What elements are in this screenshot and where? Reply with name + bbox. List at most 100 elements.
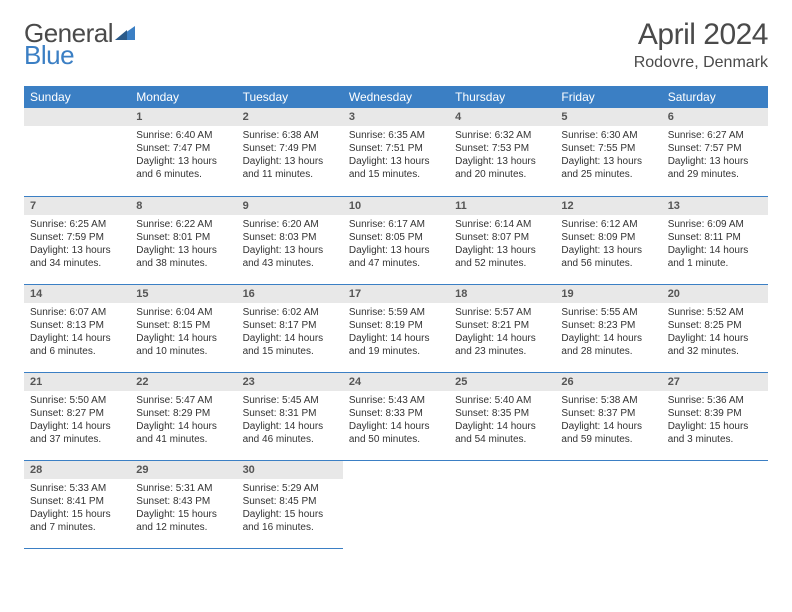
daylight-text-2: and 6 minutes. [30, 345, 124, 358]
calendar-cell [449, 460, 555, 548]
day-number: 14 [24, 285, 130, 303]
day-details: Sunrise: 6:25 AMSunset: 7:59 PMDaylight:… [24, 215, 130, 274]
day-number: 21 [24, 373, 130, 391]
daylight-text-1: Daylight: 14 hours [30, 420, 124, 433]
sunrise-text: Sunrise: 6:40 AM [136, 129, 230, 142]
daylight-text-2: and 38 minutes. [136, 257, 230, 270]
daylight-text-2: and 20 minutes. [455, 168, 549, 181]
day-number: 19 [555, 285, 661, 303]
calendar-cell: 18Sunrise: 5:57 AMSunset: 8:21 PMDayligh… [449, 284, 555, 372]
day-details: Sunrise: 5:43 AMSunset: 8:33 PMDaylight:… [343, 391, 449, 450]
sunrise-text: Sunrise: 6:09 AM [668, 218, 762, 231]
calendar-cell: 19Sunrise: 5:55 AMSunset: 8:23 PMDayligh… [555, 284, 661, 372]
day-number: 20 [662, 285, 768, 303]
calendar-cell [343, 460, 449, 548]
calendar-row: 7Sunrise: 6:25 AMSunset: 7:59 PMDaylight… [24, 196, 768, 284]
daylight-text-1: Daylight: 14 hours [136, 332, 230, 345]
weekday-header: Saturday [662, 86, 768, 108]
calendar-cell: 26 Sunrise: 5:38 AMSunset: 8:37 PMDayligh… [555, 372, 661, 460]
day-number: 24 [343, 373, 449, 391]
day-details: Sunrise: 6:22 AMSunset: 8:01 PMDaylight:… [130, 215, 236, 274]
day-number: 23 [237, 373, 343, 391]
daylight-text-1: Daylight: 13 hours [349, 155, 443, 168]
calendar-row: 28 Sunrise: 5:33 AMSunset: 8:41 PM Dayligh… [24, 460, 768, 548]
day-details: Sunrise: 5:36 AMSunset: 8:39 PMDaylight:… [662, 391, 768, 450]
sunrise-text: Sunrise: 5:43 AM [349, 394, 443, 407]
sunset-text: Sunset: 8:37 PM [561, 407, 655, 420]
daylight-text-2: and 28 minutes. [561, 345, 655, 358]
day-details: Sunrise: 6:32 AMSunset: 7:53 PMDaylight:… [449, 126, 555, 185]
daylight-text-2: and 3 minutes. [668, 433, 762, 446]
sunrise-text: Sunrise: 5:38 AM [561, 394, 655, 407]
calendar-cell: 9Sunrise: 6:20 AMSunset: 8:03 PMDaylight… [237, 196, 343, 284]
daylight-text-1: Daylight: 14 hours [668, 332, 762, 345]
daylight-text-1: Daylight: 13 hours [668, 155, 762, 168]
sunset-text: Sunset: 7:53 PM [455, 142, 549, 155]
day-details: Sunrise: 6:09 AMSunset: 8:11 PMDaylight:… [662, 215, 768, 274]
logo: GeneralBlue [24, 18, 135, 68]
sunrise-text: Sunrise: 5:59 AM [349, 306, 443, 319]
daylight-text-1: Daylight: 14 hours [349, 420, 443, 433]
sunset-text: Sunset: 8:03 PM [243, 231, 337, 244]
daylight-text-2: and 37 minutes. [30, 433, 124, 446]
daylight-text-2: and 47 minutes. [349, 257, 443, 270]
calendar-cell: 21Sunrise: 5:50 AMSunset: 8:27 PMDayligh… [24, 372, 130, 460]
day-details: Sunrise: 5:47 AMSunset: 8:29 PMDaylight:… [130, 391, 236, 450]
day-details: Sunrise: 6:02 AMSunset: 8:17 PMDaylight:… [237, 303, 343, 362]
daylight-text-2: and 6 minutes. [136, 168, 230, 181]
weekday-header: Tuesday [237, 86, 343, 108]
day-number: 12 [555, 197, 661, 215]
day-number: 4 [449, 108, 555, 126]
daylight-text-2: and 32 minutes. [668, 345, 762, 358]
day-number: 26 [555, 373, 661, 391]
day-details: Sunrise: 6:07 AMSunset: 8:13 PMDaylight:… [24, 303, 130, 362]
day-number: 9 [237, 197, 343, 215]
daylight-text-1: Daylight: 14 hours [349, 332, 443, 345]
sunrise-text: Sunrise: 5:33 AM [30, 482, 124, 495]
day-details: Sunrise: 6:27 AMSunset: 7:57 PMDaylight:… [662, 126, 768, 185]
daylight-text-2: and 1 minute. [668, 257, 762, 270]
daylight-text-2: and 59 minutes. [561, 433, 655, 446]
daylight-text-2: and 54 minutes. [455, 433, 549, 446]
sunset-text: Sunset: 8:11 PM [668, 231, 762, 244]
calendar-cell: 24Sunrise: 5:43 AMSunset: 8:33 PMDayligh… [343, 372, 449, 460]
calendar-cell: 28Sunrise: 5:33 AMSunset: 8:41 PMDayligh… [24, 460, 130, 548]
sunrise-text: Sunrise: 6:32 AM [455, 129, 549, 142]
sunrise-text: Sunrise: 6:25 AM [30, 218, 124, 231]
calendar-cell: 10Sunrise: 6:17 AMSunset: 8:05 PMDayligh… [343, 196, 449, 284]
daylight-text-1: Daylight: 13 hours [561, 155, 655, 168]
calendar-cell: 12Sunrise: 6:12 AMSunset: 8:09 PMDayligh… [555, 196, 661, 284]
sunrise-text: Sunrise: 6:30 AM [561, 129, 655, 142]
calendar-cell: 13Sunrise: 6:09 AMSunset: 8:11 PMDayligh… [662, 196, 768, 284]
calendar-cell: 20Sunrise: 5:52 AMSunset: 8:25 PMDayligh… [662, 284, 768, 372]
calendar-cell: 8Sunrise: 6:22 AMSunset: 8:01 PMDaylight… [130, 196, 236, 284]
daylight-text-1: Daylight: 13 hours [455, 244, 549, 257]
sunset-text: Sunset: 8:41 PM [30, 495, 124, 508]
day-number: 3 [343, 108, 449, 126]
logo-text-2: Blue [24, 42, 135, 68]
sunrise-text: Sunrise: 5:55 AM [561, 306, 655, 319]
sunrise-text: Sunrise: 6:35 AM [349, 129, 443, 142]
calendar-cell [555, 460, 661, 548]
daylight-text-2: and 10 minutes. [136, 345, 230, 358]
daylight-text-1: Daylight: 14 hours [561, 420, 655, 433]
calendar-cell: 11Sunrise: 6:14 AMSunset: 8:07 PMDayligh… [449, 196, 555, 284]
sunset-text: Sunset: 8:43 PM [136, 495, 230, 508]
calendar-cell: 6Sunrise: 6:27 AMSunset: 7:57 PMDaylight… [662, 108, 768, 196]
day-number: 10 [343, 197, 449, 215]
calendar-cell: 29Sunrise: 5:31 AMSunset: 8:43 PMDayligh… [130, 460, 236, 548]
daylight-text-2: and 15 minutes. [243, 345, 337, 358]
daylight-text-1: Daylight: 13 hours [136, 155, 230, 168]
calendar-cell: 14Sunrise: 6:07 AMSunset: 8:13 PMDayligh… [24, 284, 130, 372]
sunset-text: Sunset: 8:27 PM [30, 407, 124, 420]
calendar-cell: 16Sunrise: 6:02 AMSunset: 8:17 PMDayligh… [237, 284, 343, 372]
page-title: April 2024 [634, 18, 768, 52]
daylight-text-1: Daylight: 15 hours [243, 508, 337, 521]
day-details: Sunrise: 5:59 AMSunset: 8:19 PMDaylight:… [343, 303, 449, 362]
day-details: Sunrise: 6:30 AMSunset: 7:55 PMDaylight:… [555, 126, 661, 185]
day-number: 28 [24, 461, 130, 479]
header: GeneralBlue April 2024 Rodovre, Denmark [24, 18, 768, 72]
sunrise-text: Sunrise: 6:14 AM [455, 218, 549, 231]
day-number: 13 [662, 197, 768, 215]
sunset-text: Sunset: 8:33 PM [349, 407, 443, 420]
